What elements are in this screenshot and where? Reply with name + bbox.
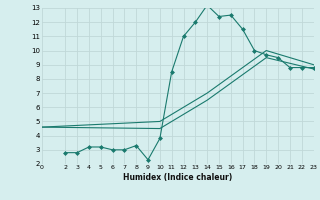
X-axis label: Humidex (Indice chaleur): Humidex (Indice chaleur) xyxy=(123,173,232,182)
